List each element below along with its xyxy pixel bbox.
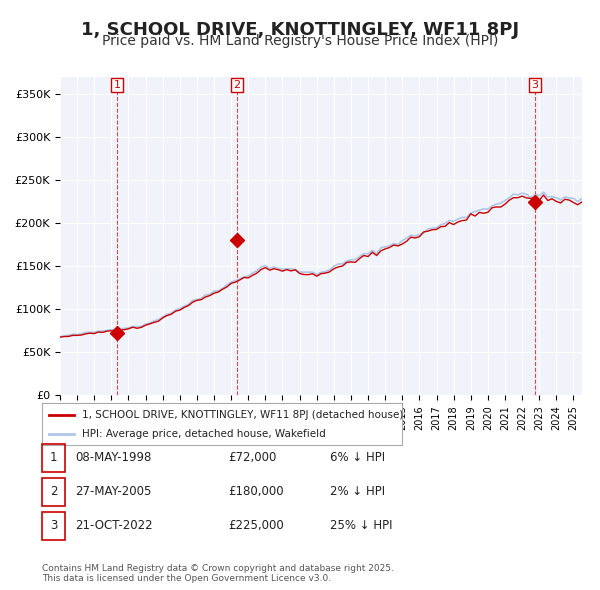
Text: 1, SCHOOL DRIVE, KNOTTINGLEY, WF11 8PJ: 1, SCHOOL DRIVE, KNOTTINGLEY, WF11 8PJ bbox=[81, 21, 519, 39]
Text: 1: 1 bbox=[113, 80, 121, 90]
Text: 27-MAY-2005: 27-MAY-2005 bbox=[75, 485, 151, 498]
Text: 1: 1 bbox=[50, 451, 57, 464]
Text: Price paid vs. HM Land Registry's House Price Index (HPI): Price paid vs. HM Land Registry's House … bbox=[102, 34, 498, 48]
Text: 08-MAY-1998: 08-MAY-1998 bbox=[75, 451, 151, 464]
Text: 3: 3 bbox=[50, 519, 57, 532]
Text: HPI: Average price, detached house, Wakefield: HPI: Average price, detached house, Wake… bbox=[82, 428, 325, 438]
Text: £72,000: £72,000 bbox=[228, 451, 277, 464]
Text: 2% ↓ HPI: 2% ↓ HPI bbox=[330, 485, 385, 498]
Text: £180,000: £180,000 bbox=[228, 485, 284, 498]
Text: Contains HM Land Registry data © Crown copyright and database right 2025.
This d: Contains HM Land Registry data © Crown c… bbox=[42, 563, 394, 583]
Text: 1, SCHOOL DRIVE, KNOTTINGLEY, WF11 8PJ (detached house): 1, SCHOOL DRIVE, KNOTTINGLEY, WF11 8PJ (… bbox=[82, 410, 403, 420]
Text: 6% ↓ HPI: 6% ↓ HPI bbox=[330, 451, 385, 464]
Text: 2: 2 bbox=[50, 485, 57, 498]
Text: 2: 2 bbox=[233, 80, 241, 90]
Text: 21-OCT-2022: 21-OCT-2022 bbox=[75, 519, 152, 532]
Text: 25% ↓ HPI: 25% ↓ HPI bbox=[330, 519, 392, 532]
Text: £225,000: £225,000 bbox=[228, 519, 284, 532]
Text: 3: 3 bbox=[532, 80, 538, 90]
